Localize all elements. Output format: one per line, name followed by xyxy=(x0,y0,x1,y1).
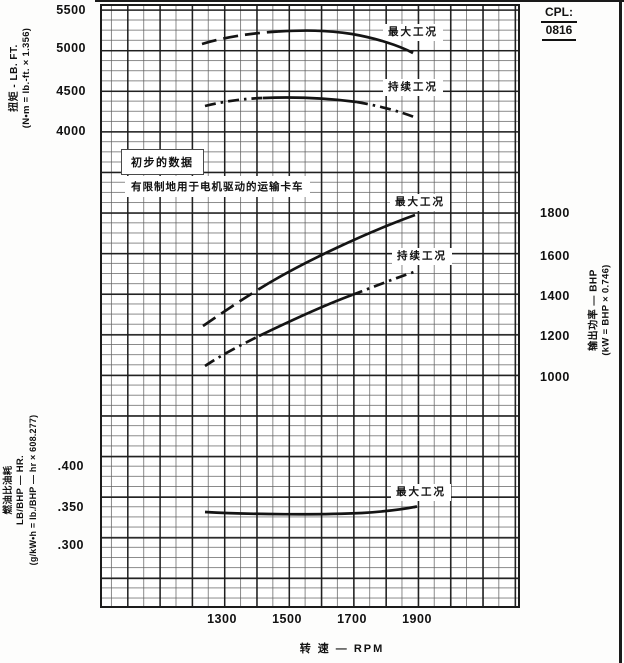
torque-axis-title: 扭矩 - LB. FT. (N•m = lb.-ft. × 1.356) xyxy=(9,13,39,143)
power-tick-1800: 1800 xyxy=(540,206,570,220)
power-tick-1000: 1000 xyxy=(540,370,570,384)
power-axis-title-line2: (kW = BHP × 0.746) xyxy=(600,264,612,356)
fuel-tick-300: .300 xyxy=(57,538,84,552)
plot-grid xyxy=(100,4,520,608)
torque-cont-label: 持续工况 xyxy=(383,79,443,96)
power-tick-1600: 1600 xyxy=(540,249,570,263)
cpl-label: CPL: xyxy=(541,5,577,23)
preliminary-data-note: 初步的数据 xyxy=(121,149,204,175)
fuel-tick-400: .400 xyxy=(57,459,84,473)
torque-axis-title-line1: 扭矩 - LB. FT. xyxy=(9,44,20,112)
power-max-label: 最大工况 xyxy=(390,194,450,211)
torque-tick-4500: 4500 xyxy=(56,84,86,98)
fuel-axis-title-line2: LB/BHP — HR. xyxy=(15,455,26,525)
rpm-tick-1500: 1500 xyxy=(272,612,302,626)
rpm-axis-title: 转 速 — RPM xyxy=(299,643,385,655)
rpm-tick-1300: 1300 xyxy=(207,612,237,626)
power-axis-title-line1: 输出功率 — BHP xyxy=(588,269,600,351)
torque-tick-5500: 5500 xyxy=(56,3,86,17)
cpl-value: 0816 xyxy=(541,23,577,41)
rpm-tick-1700: 1700 xyxy=(337,612,367,626)
fuel-max-label: 最大工况 xyxy=(391,484,451,501)
fuel-tick-350: .350 xyxy=(57,500,84,514)
power-cont-label: 持续工况 xyxy=(392,248,452,265)
power-axis-title: 输出功率 — BHP (kW = BHP × 0.746) xyxy=(589,223,615,398)
fuel-axis-title: 燃油比油耗 LB/BHP — HR. (g/kW•h = lb./BHP — h… xyxy=(3,388,41,592)
cpl-reference: CPL: 0816 xyxy=(533,5,585,41)
fuel-axis-title-line1: 燃油比油耗 xyxy=(3,465,14,515)
fuel-axis-title-line3: (g/kW•h = lb./BHP — hr × 608.277) xyxy=(28,414,38,566)
power-tick-1200: 1200 xyxy=(540,329,570,343)
torque-tick-5000: 5000 xyxy=(56,41,86,55)
power-tick-1400: 1400 xyxy=(540,289,570,303)
torque-tick-4000: 4000 xyxy=(56,124,86,138)
scan-edge-top xyxy=(95,0,624,2)
restriction-note: 有限制地用于电机驱动的运输卡车 xyxy=(125,176,310,197)
torque-axis-title-line2: (N•m = lb.-ft. × 1.356) xyxy=(21,27,32,129)
scan-edge-right xyxy=(619,0,622,663)
torque-max-label: 最大工况 xyxy=(383,24,443,41)
rpm-tick-1900: 1900 xyxy=(402,612,432,626)
